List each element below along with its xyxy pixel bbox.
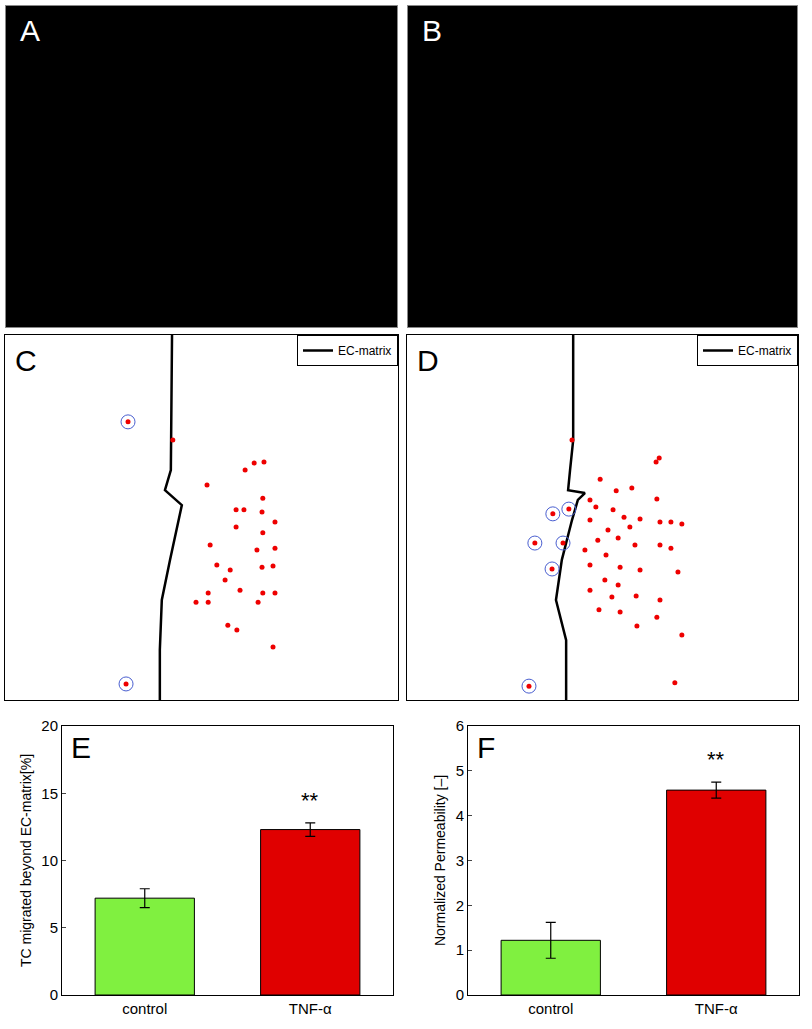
svg-text:**: ** (707, 747, 725, 772)
svg-text:0: 0 (50, 986, 58, 1003)
svg-text:control: control (528, 1000, 573, 1017)
svg-text:20: 20 (41, 717, 58, 734)
html-text:B: B (422, 14, 442, 47)
svg-text:2: 2 (456, 897, 464, 914)
svg-text:control: control (122, 1000, 167, 1017)
svg-text:E: E (71, 731, 91, 764)
svg-text:EC-matrix: EC-matrix (338, 344, 391, 358)
svg-text:0: 0 (456, 986, 464, 1003)
html-text:A: A (20, 14, 40, 47)
svg-text:5: 5 (50, 919, 58, 936)
svg-text:TC migrated beyond EC-matrix[%: TC migrated beyond EC-matrix[%] (18, 754, 34, 967)
svg-text:Normalized Permeability [–]: Normalized Permeability [–] (432, 775, 448, 946)
svg-text:TNF-α: TNF-α (289, 1000, 332, 1017)
svg-text:10: 10 (41, 852, 58, 869)
svg-text:F: F (477, 731, 495, 764)
svg-text:15: 15 (41, 785, 58, 802)
svg-text:4: 4 (456, 807, 464, 824)
svg-text:TNF-α: TNF-α (695, 1000, 738, 1017)
svg-text:1: 1 (456, 941, 464, 958)
svg-text:C: C (15, 344, 37, 377)
svg-text:3: 3 (456, 852, 464, 869)
svg-text:5: 5 (456, 762, 464, 779)
svg-text:D: D (417, 344, 439, 377)
svg-text:EC-matrix: EC-matrix (738, 344, 791, 358)
svg-text:6: 6 (456, 717, 464, 734)
svg-text:**: ** (301, 788, 319, 813)
